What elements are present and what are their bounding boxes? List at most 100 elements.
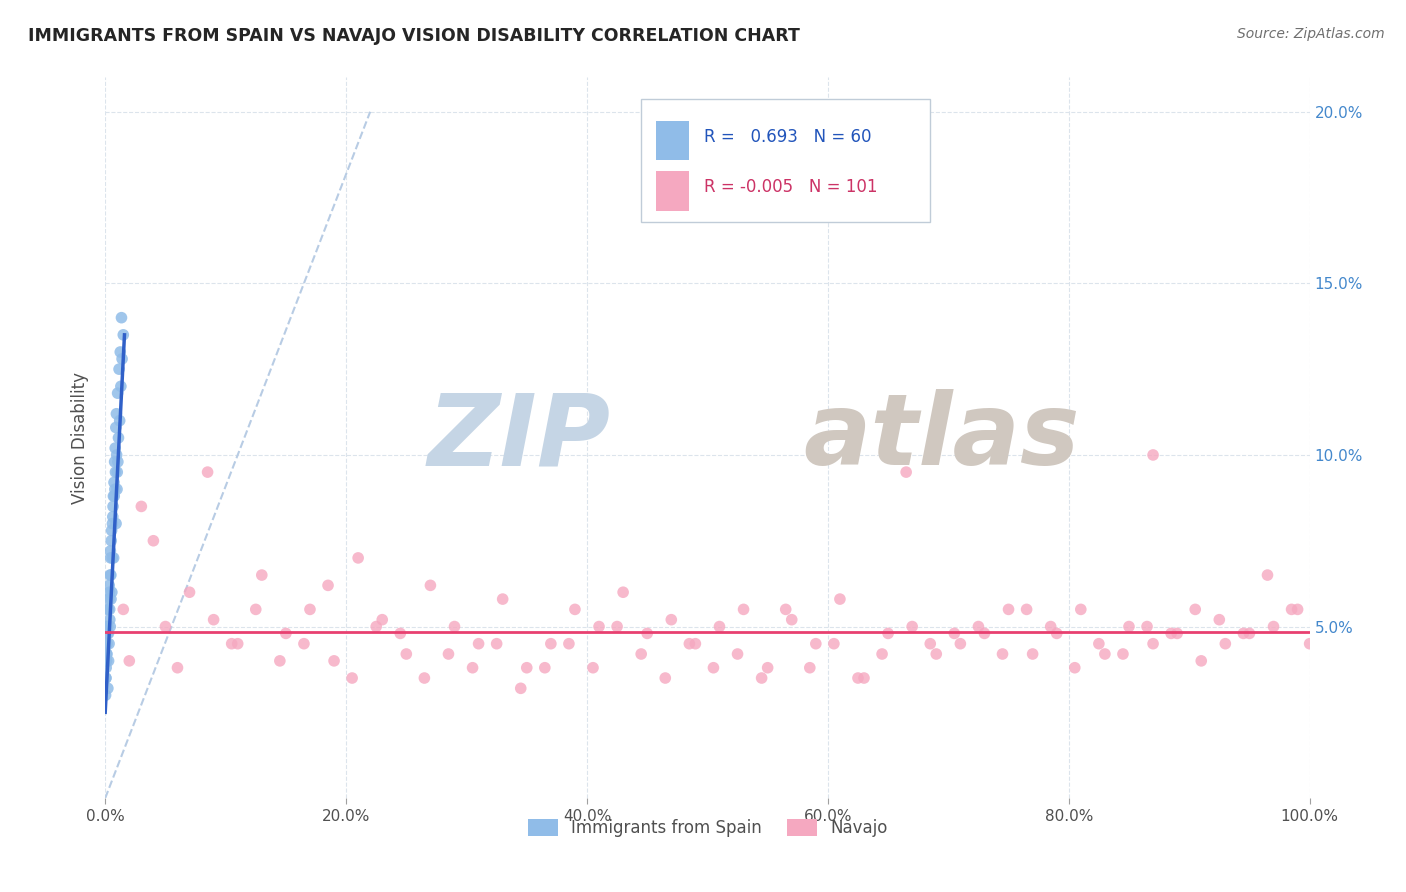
Point xyxy=(870,647,893,661)
Point xyxy=(101,550,124,565)
Point xyxy=(110,345,132,359)
Point xyxy=(437,647,460,661)
Point xyxy=(654,671,676,685)
Point xyxy=(105,516,128,531)
Point xyxy=(110,310,132,325)
Point xyxy=(588,619,610,633)
Point xyxy=(104,465,127,479)
Point xyxy=(659,613,682,627)
Point xyxy=(197,465,219,479)
Point xyxy=(274,626,297,640)
Point xyxy=(269,654,291,668)
FancyBboxPatch shape xyxy=(641,99,931,221)
Point xyxy=(96,661,118,675)
Point xyxy=(419,578,441,592)
Point xyxy=(509,681,531,696)
Point xyxy=(1298,637,1320,651)
Text: R = -0.005   N = 101: R = -0.005 N = 101 xyxy=(704,178,877,196)
Point xyxy=(1136,619,1159,633)
Point xyxy=(112,327,135,342)
Point xyxy=(1184,602,1206,616)
Point xyxy=(1166,626,1188,640)
Point xyxy=(100,550,122,565)
Point xyxy=(395,647,418,661)
Point xyxy=(1232,626,1254,640)
Point xyxy=(997,602,1019,616)
Point xyxy=(100,524,122,538)
Bar xyxy=(655,120,689,161)
Point xyxy=(98,613,121,627)
Point xyxy=(108,414,131,428)
Point xyxy=(366,619,388,633)
Point xyxy=(103,550,125,565)
Point xyxy=(103,489,125,503)
Point xyxy=(104,483,127,497)
Point xyxy=(98,585,121,599)
Point xyxy=(709,619,731,633)
Point xyxy=(104,441,127,455)
Point xyxy=(97,626,120,640)
Point xyxy=(733,602,755,616)
Point xyxy=(727,647,749,661)
Point xyxy=(828,592,851,607)
Point xyxy=(636,626,658,640)
Y-axis label: Vision Disability: Vision Disability xyxy=(72,372,89,504)
Bar xyxy=(655,171,689,211)
Point xyxy=(101,500,124,514)
Point xyxy=(413,671,436,685)
Point xyxy=(920,637,942,651)
Point xyxy=(118,654,141,668)
Point xyxy=(97,654,120,668)
Point xyxy=(250,568,273,582)
Point xyxy=(540,637,562,651)
Point xyxy=(105,465,128,479)
Point xyxy=(97,619,120,633)
Point xyxy=(292,637,315,651)
Point xyxy=(107,386,129,401)
Point xyxy=(94,671,117,685)
Point xyxy=(100,544,122,558)
Point xyxy=(461,661,484,675)
Point xyxy=(1239,626,1261,640)
Point xyxy=(111,351,134,366)
Point xyxy=(991,647,1014,661)
Point xyxy=(925,647,948,661)
Text: ZIP: ZIP xyxy=(427,389,612,486)
Point xyxy=(96,654,118,668)
Point xyxy=(100,568,122,582)
Point xyxy=(110,379,132,393)
Point xyxy=(103,475,125,490)
Point xyxy=(103,489,125,503)
Point xyxy=(340,671,363,685)
Point xyxy=(98,602,121,616)
Point xyxy=(105,407,128,421)
Point xyxy=(1281,602,1303,616)
Point xyxy=(96,647,118,661)
Point xyxy=(1160,626,1182,640)
Text: R =   0.693   N = 60: R = 0.693 N = 60 xyxy=(704,128,872,145)
Point xyxy=(943,626,966,640)
Point xyxy=(492,592,515,607)
Point xyxy=(142,533,165,548)
Point xyxy=(101,509,124,524)
Point xyxy=(202,613,225,627)
Point xyxy=(775,602,797,616)
Point xyxy=(105,483,128,497)
Point xyxy=(1256,568,1278,582)
Point xyxy=(1215,637,1237,651)
Point xyxy=(97,681,120,696)
Point xyxy=(685,637,707,651)
Point xyxy=(894,465,917,479)
Point xyxy=(104,455,127,469)
Text: Source: ZipAtlas.com: Source: ZipAtlas.com xyxy=(1237,27,1385,41)
Point xyxy=(534,661,557,675)
Point xyxy=(949,637,972,651)
Point xyxy=(1063,661,1085,675)
Point xyxy=(516,661,538,675)
Point xyxy=(347,550,370,565)
Point xyxy=(799,661,821,675)
Text: atlas: atlas xyxy=(804,389,1080,486)
Point xyxy=(612,585,634,599)
Point xyxy=(104,420,127,434)
Point xyxy=(101,585,124,599)
